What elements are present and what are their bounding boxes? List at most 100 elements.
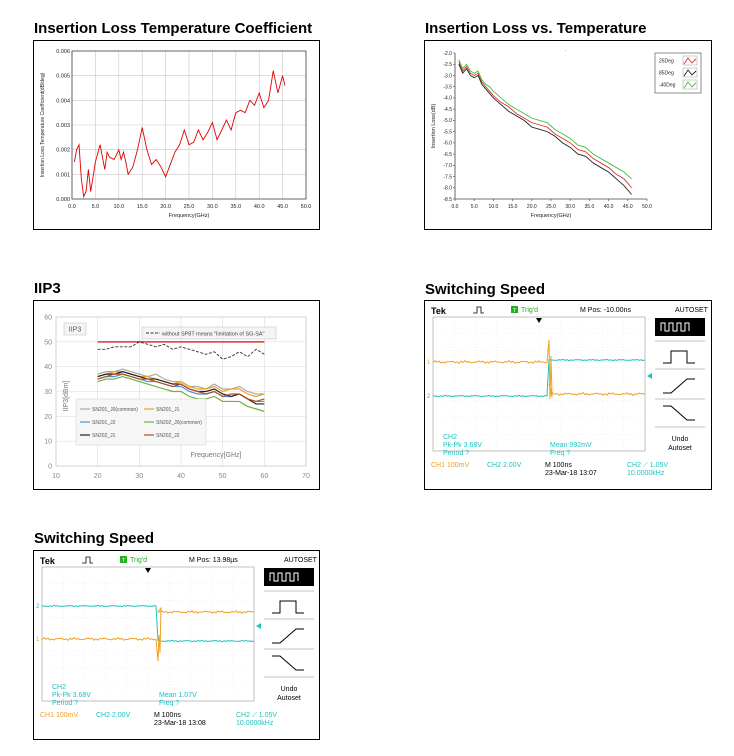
x-tick-label: 5.0 — [471, 204, 478, 210]
ch2-trace — [41, 604, 255, 643]
falling-edge-icon — [272, 655, 304, 671]
trig-status-icon-letter: T — [122, 558, 126, 564]
x-tick-label: 20.0 — [527, 204, 537, 210]
y-tick-label: -2.0 — [443, 51, 452, 57]
trigger-level-icon — [256, 623, 261, 629]
x-tick-label: 35.0 — [230, 204, 241, 210]
ch2-trace — [432, 358, 646, 398]
ch1-marker: 1 — [36, 637, 40, 643]
x-tick-label: 5.0 — [92, 204, 100, 210]
falling-edge-icon — [663, 405, 695, 421]
x-axis-label: Frequency(GHz) — [169, 213, 210, 219]
series-line-1 — [458, 64, 632, 195]
trig-status-icon-letter: T — [513, 308, 517, 314]
il-coef-chart: 0.0 5.0 10.0 15.0 20.0 25.0 30.0 35.0 40.0 45.0 50… — [40, 49, 312, 219]
x-axis-label: Frequency[GHz] — [191, 452, 242, 459]
meas-pkpk: Pk-Pk 3.68V — [443, 442, 482, 449]
heading-switch-2: Switching Speed — [34, 530, 155, 547]
y-tick-label: -6.0 — [443, 141, 452, 147]
x-tick-label: 50.0 — [642, 204, 652, 210]
x-tick-label: 0.0 — [68, 204, 76, 210]
y-tick-label: 40 — [44, 364, 52, 371]
il-temp-chart: 0.0 5.0 10.0 15.0 20.0 25.0 30.0 35.0 40.0 45.0 50… — [431, 47, 702, 219]
graticule — [41, 566, 255, 702]
y-tick-label: 0.006 — [56, 49, 70, 55]
x-tick-label: 25.0 — [184, 204, 195, 210]
meas-freq: Freq ? — [159, 700, 179, 707]
y-tick-label: -8.5 — [443, 197, 452, 203]
meas-mean: Mean 992mV — [550, 442, 592, 449]
x-tick-label: 20.0 — [160, 204, 171, 210]
legend-label: SN201_J2 — [92, 420, 116, 426]
ch2-marker: 2 — [36, 604, 40, 610]
multi-cycle-icon — [269, 572, 299, 582]
il-coef-chart-frame: 0.0 5.0 10.0 15.0 20.0 25.0 30.0 35.0 40.0 45.0 50… — [33, 40, 320, 230]
y-tick-label: -4.0 — [443, 96, 452, 102]
meas-freq: Freq ? — [550, 450, 570, 457]
ch2-scale: CH2 2.00V — [487, 462, 522, 469]
scope-screen-2: Tek T Trig'd M Pos: 13.98µs AUTOSET 1 2 CH2Pk-P… — [34, 551, 318, 738]
trigger-shape-icon — [82, 556, 93, 564]
y-tick-label: -7.0 — [443, 163, 452, 169]
scope-screen-1: Tek T Trig'd M Pos: -10.00ns AUTOSET 1 2 CH2Pk-… — [425, 301, 710, 488]
legend: 25Deg 85Deg -40Deg — [654, 52, 702, 94]
meas-channel: CH2 — [443, 434, 457, 441]
y-tick-label: -7.5 — [443, 174, 452, 180]
x-tick-label: 45.0 — [623, 204, 633, 210]
x-tick-label: 50.0 — [301, 204, 312, 210]
meas-channel: CH2 — [52, 684, 66, 691]
plot-area — [55, 316, 307, 467]
legend-swatch — [683, 69, 697, 77]
plot-area — [71, 50, 307, 200]
ch1-trace — [41, 606, 255, 662]
x-tick-label: 20 — [94, 473, 102, 480]
ch1-scale: CH1 100mV — [431, 462, 469, 469]
ch2-marker: 2 — [427, 394, 431, 400]
y-tick-label: 0.005 — [56, 74, 70, 80]
x-tick-label: 15.0 — [137, 204, 148, 210]
trigger-frequency: 10.0000kHz — [627, 470, 665, 477]
y-tick-label: -3.0 — [443, 73, 452, 79]
legend-swatch — [683, 81, 697, 89]
x-tick-label: 40.0 — [254, 204, 265, 210]
y-tick-label: -3.5 — [443, 84, 452, 90]
multi-cycle-icon — [660, 322, 690, 332]
top-mark: . — [565, 47, 566, 53]
y-axis-label: IIP3[dBm] — [63, 381, 70, 412]
y-tick-label: 60 — [44, 315, 52, 322]
series-line-4 — [97, 375, 265, 412]
undo-autoset-label-2: Autoset — [668, 445, 692, 452]
y-axis-label: Insertion Loss Temperature Coefficient(d… — [40, 72, 46, 177]
single-cycle-icon — [272, 600, 304, 614]
legend-label: without SP8T means "limitation of SG-SA" — [161, 332, 265, 338]
series-line-0 — [97, 341, 265, 360]
trigger-level: CH2 ⟋ 1.05V — [236, 711, 277, 719]
date-time: 23-Mar-18 13:08 — [154, 720, 206, 727]
trig-status: Trig'd — [130, 557, 147, 564]
x-tick-label: 30.0 — [565, 204, 575, 210]
heading-switch-1: Switching Speed — [425, 281, 546, 298]
trig-status-icon — [120, 556, 127, 563]
x-tick-label: 50 — [219, 473, 227, 480]
x-tick-label: 40.0 — [604, 204, 614, 210]
y-tick-label: 0.004 — [56, 98, 70, 104]
time-scale: M 100ns — [154, 712, 181, 719]
legend-label: SN202_J1 — [92, 433, 116, 439]
undo-autoset-label-1: Undo — [281, 686, 298, 693]
time-scale: M 100ns — [545, 462, 572, 469]
series-line-2 — [458, 59, 632, 180]
legend-label: 25Deg — [659, 59, 674, 65]
y-tick-label: -8.0 — [443, 186, 452, 192]
x-tick-label: 15.0 — [508, 204, 518, 210]
y-tick-label: 0.002 — [56, 148, 70, 154]
x-tick-label: 10.0 — [113, 204, 124, 210]
y-tick-label: 10 — [44, 439, 52, 446]
trigger-frequency: 10.0000kHz — [236, 720, 274, 727]
x-axis-label: Frequency(GHz) — [531, 213, 572, 219]
y-axis-label: Insertion Loss(dB) — [431, 104, 437, 149]
legend-label: SN201_J0(common) — [92, 407, 138, 413]
legend-label: SN201_J1 — [156, 407, 180, 413]
trigger-position-icon — [536, 318, 542, 323]
y-tick-label: 30 — [44, 389, 52, 396]
